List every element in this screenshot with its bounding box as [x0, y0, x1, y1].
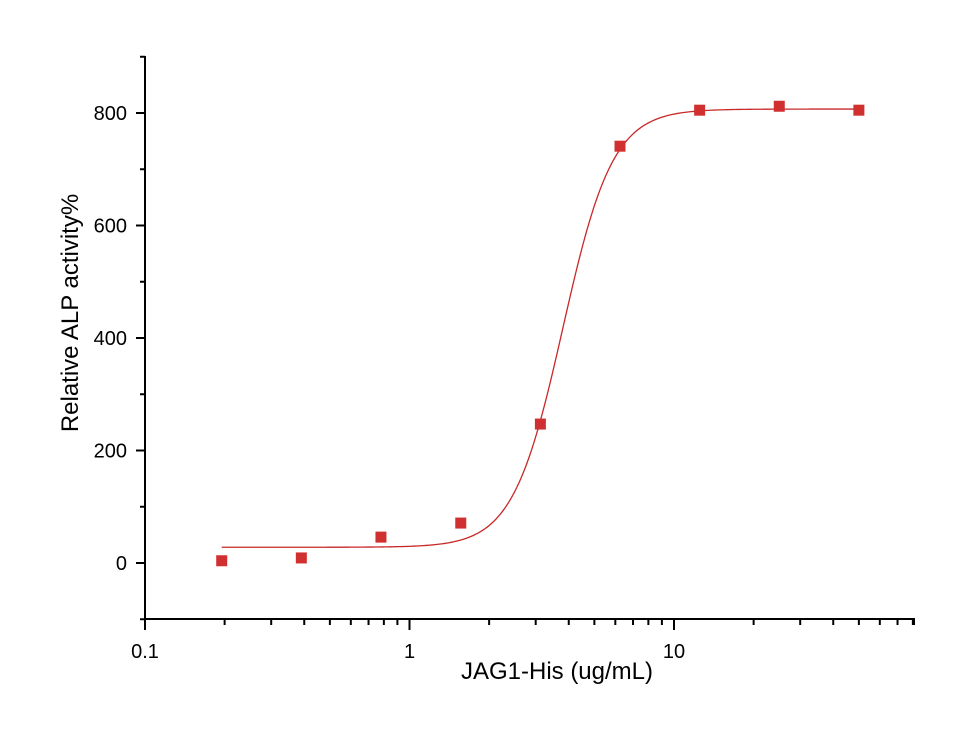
- y-tick-label: 400: [94, 328, 127, 350]
- data-points: [216, 100, 865, 567]
- data-point-marker: [773, 100, 785, 112]
- data-point-marker: [853, 104, 865, 116]
- y-axis-title: Relative ALP activity%: [57, 194, 84, 432]
- data-point-marker: [375, 531, 387, 543]
- data-point-marker: [295, 552, 307, 564]
- data-point-marker: [455, 517, 467, 529]
- data-point-marker: [614, 140, 626, 152]
- data-point-marker: [216, 555, 228, 567]
- y-tick-label: 0: [116, 553, 127, 575]
- x-axis-ticks: 0.1 1 10: [131, 619, 915, 663]
- data-point-marker: [694, 104, 706, 116]
- x-tick-label: 0.1: [131, 641, 159, 663]
- y-tick-label: 800: [94, 103, 127, 125]
- axes: [144, 56, 915, 620]
- x-axis-title: JAG1-His (ug/mL): [461, 658, 653, 685]
- fit-curve-path: [221, 108, 859, 548]
- y-tick-label: 600: [94, 216, 127, 238]
- data-point-marker: [534, 418, 546, 430]
- x-tick-label: 10: [663, 641, 685, 663]
- fit-curve: [221, 108, 859, 548]
- y-axis-ticks: 0 200 400 600 800: [94, 55, 145, 621]
- y-tick-label: 200: [94, 441, 127, 463]
- x-tick-label: 1: [404, 641, 415, 663]
